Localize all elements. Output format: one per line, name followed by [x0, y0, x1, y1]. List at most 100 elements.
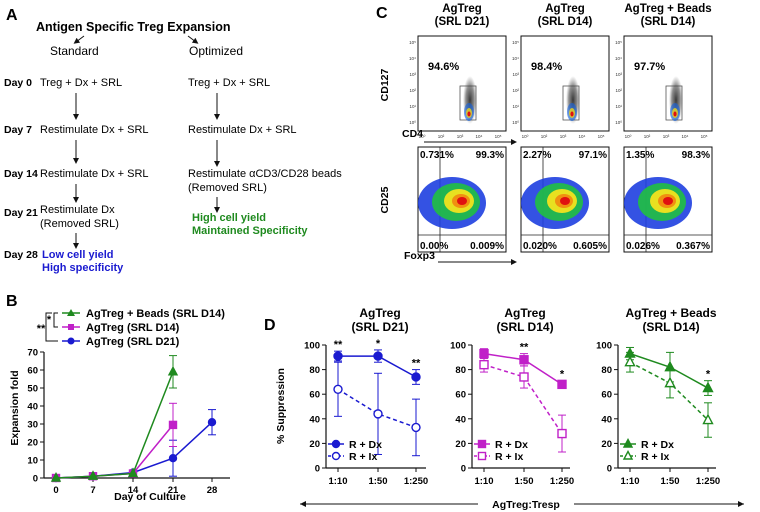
axis-tick-label: 10² — [644, 134, 651, 139]
flow-plot-frame — [520, 35, 610, 132]
data-point — [168, 454, 178, 463]
x-tick-label: 1:50 — [368, 476, 387, 487]
arrowhead-right — [738, 501, 744, 507]
quadrant-lr: 0.367% — [676, 241, 710, 252]
standard-day21: Restimulate Dx — [40, 204, 115, 216]
density-red — [560, 197, 570, 205]
panel-b-legend: AgTreg + Beads (SRL D14) AgTreg (SRL D14… — [37, 308, 225, 348]
x-tick-label: 1:250 — [696, 476, 720, 487]
quadrant-ur: 98.3% — [682, 150, 710, 161]
axis-tick-label: 10⁰ — [625, 134, 632, 139]
x-tick-label: 1:250 — [550, 476, 574, 487]
day-14-label: Day 14 — [4, 168, 38, 180]
row1-ylabel: CD127 — [379, 68, 391, 101]
data-point — [519, 372, 529, 382]
axis-tick-label: 10² — [615, 88, 622, 93]
y-tick-label: 40 — [309, 414, 320, 425]
density-red — [467, 111, 471, 117]
axis-tick-label: 10² — [409, 88, 416, 93]
column-title: AgTreg — [442, 3, 482, 15]
legend-marker — [331, 451, 341, 461]
standard-day0: Treg + Dx + SRL — [40, 77, 122, 89]
axis-tick-label: 10⁵ — [409, 40, 416, 45]
panel-b-xlabel: Day of Culture — [114, 491, 186, 503]
y-tick-label: 80 — [601, 365, 612, 376]
axis-tick-label: 10⁰ — [615, 120, 622, 125]
axis-tick-label: 10³ — [457, 134, 464, 139]
standard-outcome-1: Low cell yield — [42, 249, 114, 261]
data-point — [624, 355, 636, 367]
axis-tick-label: 10⁰ — [522, 134, 529, 139]
optimized-day0: Treg + Dx + SRL — [188, 77, 270, 89]
data-point — [333, 384, 343, 394]
chart-subtitle: (SRL D14) — [642, 320, 699, 334]
quadrant-ll: 0.026% — [626, 241, 660, 252]
series-line — [337, 388, 417, 429]
y-tick-label: 20 — [27, 438, 38, 449]
standard-day21-note: (Removed SRL) — [40, 218, 119, 230]
y-tick-label: 0 — [315, 464, 320, 475]
data-point — [87, 470, 99, 480]
row1-xlabel: CD4 — [402, 128, 423, 140]
axis-tick-label: 10³ — [615, 72, 622, 77]
y-tick-label: 100 — [304, 341, 320, 352]
significance-mark: ** — [334, 339, 343, 351]
flow-plot-frame — [417, 35, 507, 132]
legend-label: R + Ix — [495, 451, 523, 463]
axis-tick-label: 10⁴ — [476, 134, 483, 139]
gate-percentage: 98.4% — [531, 61, 562, 73]
data-point — [373, 351, 383, 361]
y-tick-label: 40 — [601, 414, 612, 425]
arrowhead-left — [300, 501, 306, 507]
legend-label: R + Ix — [349, 451, 377, 463]
row2-xlabel: Foxp3 — [404, 250, 435, 262]
standard-label: Standard — [50, 44, 99, 58]
xlabel-bg — [478, 497, 574, 511]
y-tick-label: 40 — [27, 402, 38, 413]
panel-a: A Antigen Specific Treg Expansion Standa… — [4, 7, 342, 274]
x-tick-label: 1:50 — [660, 476, 679, 487]
panel-c-letter: C — [376, 5, 388, 22]
axis-tick-label: 10⁵ — [512, 40, 519, 45]
panel-d-xlabel: AgTreg:Tresp — [492, 499, 560, 511]
optimized-outcome-2: Maintained Specificity — [192, 225, 308, 237]
y-tick-label: 0 — [33, 474, 38, 485]
day-0-label: Day 0 — [4, 77, 32, 89]
axis-tick-label: 10² — [512, 88, 519, 93]
panel-b-ylabel: Expansion fold — [9, 370, 21, 445]
axis-tick-label: 10² — [541, 134, 548, 139]
density-red — [673, 111, 677, 117]
legend-marker-d14 — [68, 324, 74, 330]
data-point — [479, 348, 489, 359]
quadrant-ul: 2.27% — [523, 150, 551, 161]
data-point — [557, 428, 567, 439]
axis-tick-label: 10⁵ — [495, 134, 502, 139]
legend-label-d14: AgTreg (SRL D14) — [86, 322, 180, 334]
y-tick-label: 100 — [450, 341, 466, 352]
panel-c: C AgTreg(SRL D21)94.6%10⁵10⁴10³10²10¹10⁰… — [376, 3, 713, 265]
panel-d-ylabel: % Suppression — [275, 368, 287, 444]
axis-tick-label: 10² — [438, 134, 445, 139]
optimized-day14: Restimulate αCD3/CD28 beads — [188, 168, 342, 180]
legend-marker — [477, 439, 487, 449]
x-tick-label: 14 — [128, 485, 139, 496]
axis-tick-label: 10³ — [512, 72, 519, 77]
column-subtitle: (SRL D14) — [641, 16, 696, 28]
y-tick-label: 80 — [455, 365, 466, 376]
y-tick-label: 20 — [601, 439, 612, 450]
data-point — [702, 381, 714, 393]
quadrant-ul: 1.35% — [626, 150, 654, 161]
day-28-label: Day 28 — [4, 249, 38, 261]
gate-percentage: 97.7% — [634, 61, 665, 73]
x-tick-label: 1:10 — [620, 476, 639, 487]
chart-title: AgTreg — [359, 306, 400, 320]
axis-tick-label: 10⁰ — [409, 120, 416, 125]
axis-tick-label: 10³ — [409, 72, 416, 77]
x-tick-label: 1:10 — [474, 476, 493, 487]
quadrant-lr: 0.605% — [573, 241, 607, 252]
y-tick-label: 80 — [309, 365, 320, 376]
chart-subtitle: (SRL D21) — [351, 320, 408, 334]
data-point — [127, 467, 139, 478]
